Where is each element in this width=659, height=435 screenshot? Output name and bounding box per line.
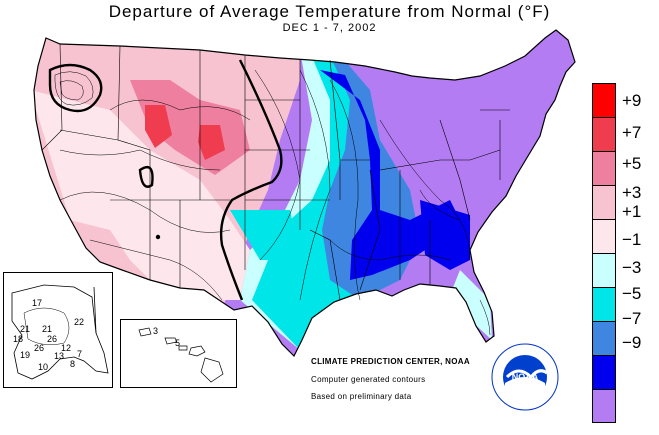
legend-swatch-minus-7 [592,355,616,390]
legend-label-plus-5: +5 [622,154,642,173]
credit-line-1: Computer generated contours [311,375,426,384]
legend-label-minus-5: −5 [622,284,642,303]
map-title: Departure of Average Temperature from No… [108,2,551,21]
alaska-value: 22 [74,317,85,327]
alaska-value: 8 [70,359,76,369]
map-point-marker [155,234,161,240]
alaska-value: 26 [34,343,45,353]
legend-swatch-plus-5 [592,151,616,186]
noaa-logo-text: NOAA [512,372,539,382]
legend-swatch-plus-3 [592,185,616,220]
legend-label-plus-1: +1 [622,202,642,221]
alaska-inset: 17 22 21 21 18 26 19 26 13 12 10 7 8 [3,272,113,388]
alaska-value: 7 [77,349,83,359]
alaska-value: 12 [61,343,72,353]
legend-swatch-minus-1 [592,253,616,288]
hawaii-value: 5 [175,338,181,348]
legend-swatch-plus-9 [592,83,616,118]
legend-swatch-minus-3 [592,287,616,322]
legend-swatch-minus-9 [592,389,616,423]
credit-organization: CLIMATE PREDICTION CENTER, NOAA [311,357,470,366]
noaa-logo: NOAA [491,343,559,411]
legend-swatch-minus-5 [592,321,616,356]
legend-swatch-plus-1 [592,219,616,254]
alaska-value: 13 [54,351,65,361]
legend-label-plus-7: +7 [622,123,642,142]
alaska-value: 21 [42,324,53,334]
legend-swatch-plus-7 [592,117,616,152]
legend-label-plus-9: +9 [622,91,642,110]
hawaii-inset: 3 5 [120,319,237,388]
map-subtitle: DEC 1 - 7, 2002 [282,22,377,34]
credit-line-2: Based on preliminary data [311,392,412,401]
alaska-value: 19 [20,350,31,360]
legend-label-minus-1: −1 [622,230,642,249]
hawaii-value: 3 [153,326,159,336]
alaska-map [11,284,109,380]
us-outline [33,29,576,358]
legend-label-plus-3: +3 [622,183,642,202]
alaska-value: 26 [47,334,58,344]
hawaii-map [138,327,224,383]
alaska-value: 17 [32,298,43,308]
legend-label-minus-3: −3 [622,258,642,277]
alaska-value: 10 [38,362,49,372]
legend-label-minus-7: −7 [622,309,642,328]
alaska-value: 21 [20,324,31,334]
legend-label-minus-9: −9 [622,333,642,352]
alaska-value: 18 [13,334,24,344]
